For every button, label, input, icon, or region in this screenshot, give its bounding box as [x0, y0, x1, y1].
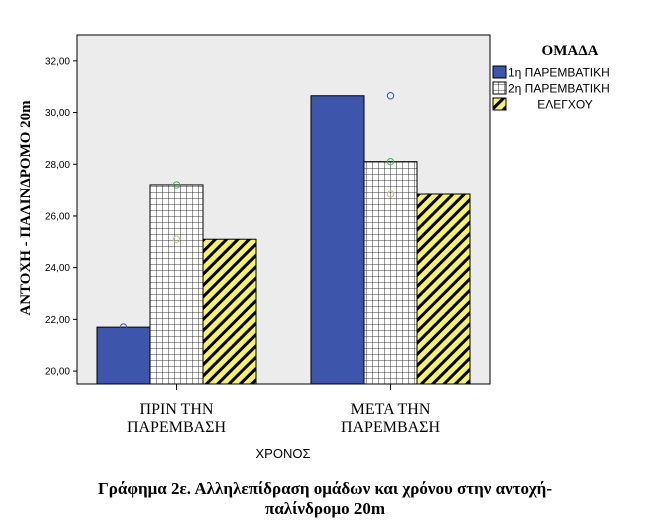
x-tick-label: ΜΕΤΑ ΤΗΝ	[351, 401, 431, 418]
y-tick-label: 22,00	[45, 315, 70, 326]
data-point	[172, 181, 181, 189]
data-point	[172, 235, 181, 243]
y-axis-title: ΑΝΤΟΧΗ - ΠΑΛΙΝΔΡΟΜΟ 20m	[18, 100, 34, 316]
bar-series-1-category-2	[310, 95, 365, 385]
data-point	[386, 190, 395, 198]
y-tick-label: 26,00	[45, 211, 70, 222]
x-tick-label: ΠΡΙΝ ΤΗΝ	[140, 401, 214, 418]
legend-label-1: 1η ΠΑΡΕΜΒΑΤΙΚΗ	[508, 66, 610, 80]
y-tick-label: 28,00	[45, 160, 70, 171]
caption-line-2: παλίνδρομο 20m	[265, 499, 385, 518]
x-tick-label: ΠΑΡΕΜΒΑΣΗ	[341, 419, 441, 436]
legend-label-3: ΕΛΕΓΧΟΥ	[537, 98, 593, 112]
bars	[96, 95, 471, 385]
y-tick-label: 32,00	[45, 56, 70, 67]
y-tick-label: 20,00	[45, 367, 70, 378]
data-point	[386, 92, 395, 100]
data-point	[386, 157, 395, 166]
legend-swatch-1	[492, 65, 507, 79]
bar-series-2-category-2	[363, 161, 418, 385]
legend-swatch-3	[492, 97, 507, 111]
caption-line-1: Γράφημα 2ε. Αλληλεπίδραση ομάδων και χρό…	[98, 479, 552, 498]
legend-title: ΟΜΑΔΑ	[542, 43, 599, 59]
x-axis-title: ΧΡΟΝΟΣ	[256, 446, 311, 461]
bar-series-1-category-1	[96, 326, 151, 385]
bar-series-3-category-2	[416, 193, 471, 385]
legend-label-2: 2η ΠΑΡΕΜΒΑΤΙΚΗ	[508, 82, 610, 96]
bar-series-3-category-1	[202, 238, 257, 385]
bar-series-2-category-1	[149, 184, 204, 385]
y-tick-label: 30,00	[45, 108, 70, 119]
y-axis: 20,00 22,00 24,00 26,00 28,00 30,00 32,00	[45, 56, 77, 378]
legend: ΟΜΑΔΑ 1η ΠΑΡΕΜΒΑΤΙΚΗ 2η ΠΑΡΕΜΒΑΤΙΚΗ ΕΛΕΓΧΟ…	[492, 43, 610, 112]
data-point	[119, 323, 128, 331]
x-tick-label: ΠΑΡΕΜΒΑΣΗ	[127, 419, 227, 436]
y-tick-label: 24,00	[45, 263, 70, 274]
points	[119, 92, 395, 331]
legend-swatch-2	[492, 81, 507, 95]
